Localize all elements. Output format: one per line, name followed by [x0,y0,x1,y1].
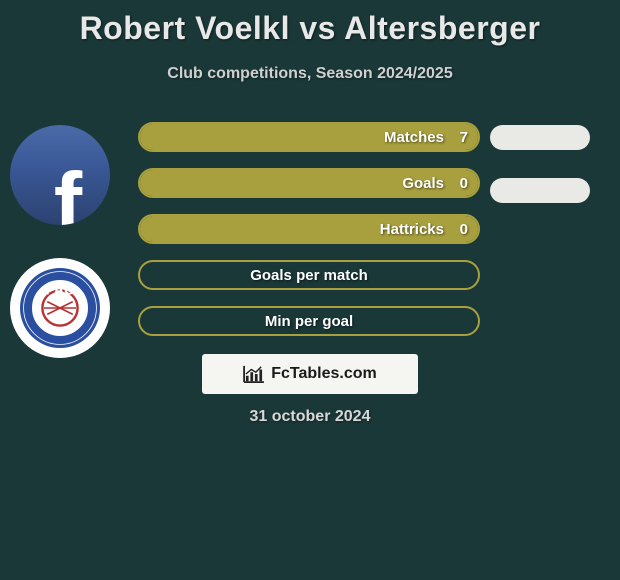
brand-box: FcTables.com [202,354,418,394]
svg-text:FAC: FAC [46,282,75,298]
stat-row-label: Min per goal [140,313,478,330]
page-title: Robert Voelkl vs Altersberger [0,0,620,47]
date-text: 31 october 2024 [0,408,620,426]
stat-row-label: Goals per match [140,267,478,284]
stat-row: Hattricks 0 [138,214,480,244]
stat-row: Min per goal [138,306,480,336]
stat-rows: Matches 7 Goals 0 Hattricks 0 Goals per match M… [138,122,480,352]
chart-icon [243,365,265,383]
stat-pill [490,125,590,150]
stat-row-label: Hattricks [140,221,444,238]
stat-row-label: Goals [140,175,444,192]
stat-row: Goals per match [138,260,480,290]
stat-row-value: 0 [460,221,468,238]
stat-row-value: 7 [460,129,468,146]
stat-row-value: 0 [460,175,468,192]
fac-badge-icon: FAC [20,268,100,348]
stat-pill [490,178,590,203]
player-avatar: f [10,125,110,225]
club-badge: FAC [10,258,110,358]
subtitle: Club competitions, Season 2024/2025 [0,65,620,83]
stat-row-label: Matches [140,129,444,146]
stat-row: Matches 7 [138,122,480,152]
stat-row: Goals 0 [138,168,480,198]
brand-text: FcTables.com [271,365,377,383]
facebook-icon: f [54,174,82,226]
